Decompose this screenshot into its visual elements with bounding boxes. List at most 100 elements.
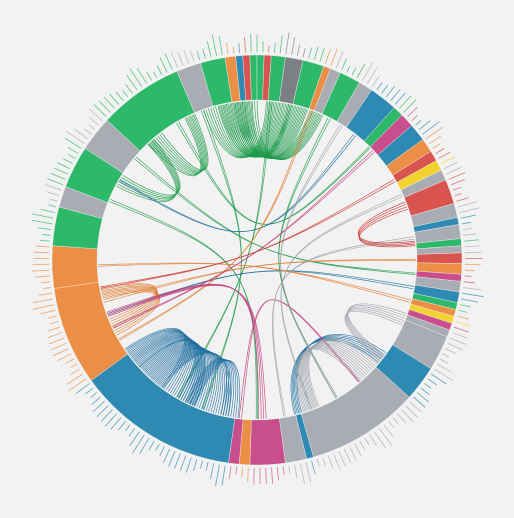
group-label-tick	[392, 417, 399, 424]
group-label-tick	[98, 100, 111, 113]
group-label-tick	[459, 207, 481, 213]
group-label-tick	[47, 326, 61, 332]
group-label-tick	[156, 65, 163, 76]
group-label-tick	[164, 53, 173, 71]
group-label-tick	[168, 451, 176, 467]
group-label-tick	[460, 304, 471, 308]
group-label-tick	[125, 424, 131, 432]
group-label-tick	[47, 315, 57, 319]
group-label-tick	[305, 462, 312, 483]
group-label-tick	[376, 82, 383, 91]
group-segment	[416, 252, 463, 264]
group-label-tick	[37, 227, 52, 231]
group-label-tick	[31, 219, 53, 225]
chord-link	[238, 299, 359, 419]
group-label-tick	[40, 208, 55, 213]
chord-link	[280, 125, 343, 399]
group-label-tick	[265, 467, 267, 484]
group-label-tick	[327, 455, 334, 469]
group-label-tick	[171, 52, 179, 68]
group-label-tick	[458, 309, 468, 313]
chord-link	[100, 181, 396, 288]
group-label-tick	[89, 116, 99, 126]
group-label-tick	[74, 129, 89, 140]
group-label-tick	[221, 465, 226, 486]
group-label-tick	[411, 115, 418, 122]
group-label-tick	[464, 239, 479, 242]
group-label-tick	[235, 466, 238, 475]
group-label-tick	[226, 42, 229, 55]
group-label-tick	[330, 48, 338, 66]
group-label-tick	[461, 221, 472, 225]
group-label-tick	[206, 41, 212, 58]
group-label-tick	[122, 89, 129, 98]
chord-link	[100, 283, 157, 320]
chord-link	[103, 260, 416, 301]
group-label-tick	[405, 405, 419, 418]
group-label-tick	[44, 184, 62, 191]
group-label-tick	[57, 162, 71, 170]
group-label-tick	[285, 32, 290, 55]
group-label-tick	[463, 287, 482, 291]
group-label-tick	[407, 106, 418, 117]
group-label-tick	[294, 464, 298, 479]
chord-link	[178, 121, 371, 225]
chord-link	[184, 357, 227, 415]
group-label-tick	[89, 124, 96, 131]
group-label-tick	[460, 214, 476, 219]
group-label-tick	[247, 467, 249, 483]
group-label-tick	[420, 387, 430, 396]
group-label-tick	[64, 358, 75, 365]
chord-link	[109, 198, 257, 419]
chord-link	[296, 348, 360, 413]
group-label-tick	[464, 251, 482, 254]
group-label-tick	[449, 337, 467, 345]
group-label-tick	[126, 75, 138, 91]
group-label-tick	[199, 460, 203, 469]
group-label-tick	[361, 61, 374, 81]
group-label-tick	[105, 413, 118, 427]
group-label-tick	[49, 337, 65, 345]
group-label-tick	[415, 120, 422, 126]
group-label-tick	[394, 92, 406, 105]
group-label-tick	[66, 131, 85, 145]
group-label-tick	[125, 84, 133, 94]
group-label-tick	[457, 201, 478, 208]
group-label-tick	[63, 158, 73, 165]
group-label-tick	[433, 368, 454, 381]
group-label-tick	[457, 315, 469, 320]
group-label-tick	[455, 321, 470, 327]
group-label-tick	[296, 44, 301, 57]
group-label-tick	[425, 126, 443, 140]
group-label-tick	[299, 463, 306, 484]
group-label-tick	[148, 440, 155, 451]
group-label-tick	[445, 348, 456, 354]
group-label-tick	[302, 48, 306, 58]
group-label-tick	[324, 48, 332, 64]
group-label-tick	[110, 417, 122, 430]
group-label-tick	[335, 51, 344, 68]
group-label-tick	[146, 71, 153, 81]
group-label-tick	[442, 353, 450, 358]
group-label-tick	[383, 424, 394, 438]
group-label-tick	[464, 245, 480, 248]
group-label-tick	[38, 292, 52, 296]
group-label-tick	[338, 451, 346, 467]
group-label-tick	[435, 148, 445, 154]
group-label-tick	[359, 440, 366, 450]
group-label-tick	[244, 36, 246, 53]
group-label-tick	[215, 464, 220, 486]
group-label-tick	[351, 67, 357, 76]
group-label-tick	[424, 383, 432, 389]
group-label-tick	[430, 373, 447, 385]
group-label-tick	[47, 178, 64, 186]
group-label-tick	[32, 213, 54, 219]
group-label-tick	[32, 304, 54, 310]
group-label-tick	[70, 363, 78, 369]
group-label-tick	[31, 269, 50, 272]
group-label-tick	[196, 51, 201, 61]
group-label-tick	[381, 84, 389, 94]
group-label-tick	[464, 275, 472, 277]
group-label-tick	[205, 462, 209, 471]
